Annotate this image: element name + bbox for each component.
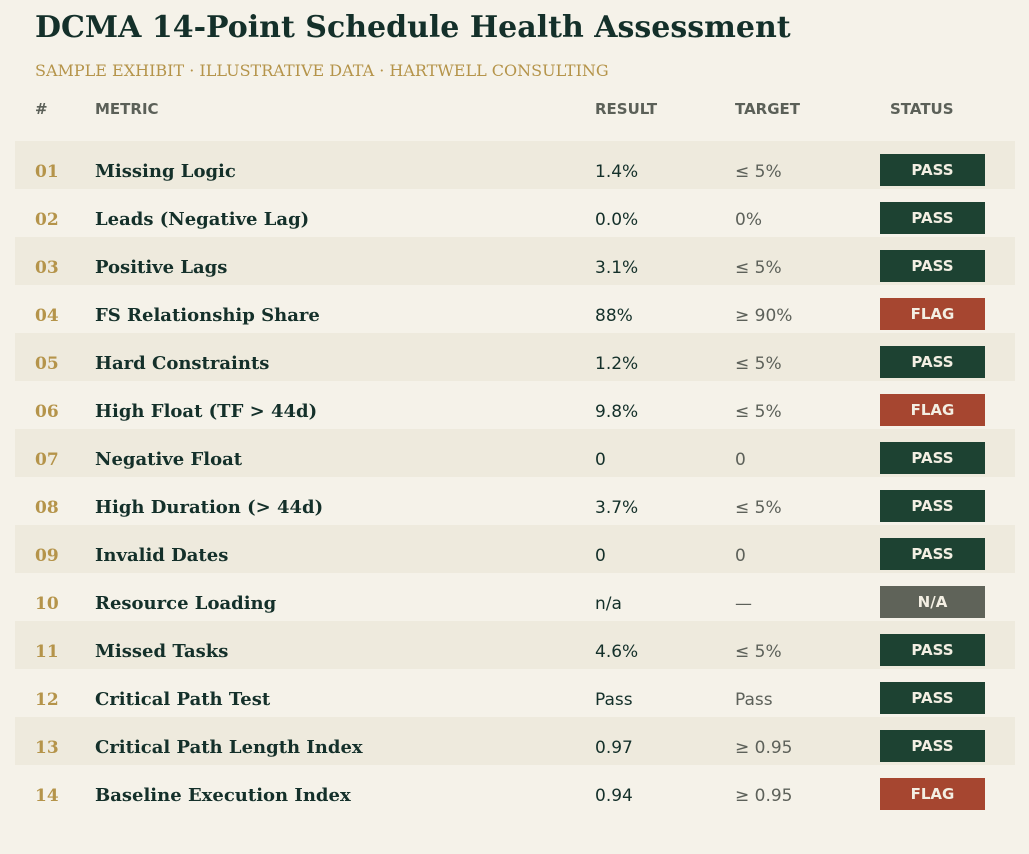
metric-name: Missing Logic [95, 161, 236, 182]
row-number: 02 [35, 210, 59, 230]
metric-name: Leads (Negative Lag) [95, 209, 310, 230]
metric-name: Invalid Dates [95, 545, 229, 566]
metric-result: 4.6% [595, 642, 639, 662]
metric-target: ≥ 90% [735, 306, 793, 326]
column-header-num: # [35, 100, 48, 118]
table-row: 03 Positive Lags 3.1% ≤ 5% PASS [15, 237, 1015, 285]
metric-name: Positive Lags [95, 257, 228, 278]
metric-result: 0 [595, 450, 606, 470]
metric-name: High Float (TF > 44d) [95, 401, 318, 422]
metric-result: 3.1% [595, 258, 639, 278]
metric-result: 1.4% [595, 162, 639, 182]
table-row: 13 Critical Path Length Index 0.97 ≥ 0.95 PA… [15, 717, 1015, 765]
row-number: 08 [35, 498, 59, 518]
metric-target: Pass [735, 690, 773, 710]
metric-name: Critical Path Test [95, 689, 271, 710]
page-subtitle: SAMPLE EXHIBIT · ILLUSTRATIVE DATA · HAR… [35, 61, 609, 80]
metric-target: ≤ 5% [735, 498, 782, 518]
table-row: 11 Missed Tasks 4.6% ≤ 5% PASS [15, 621, 1015, 669]
status-badge: PASS [880, 730, 985, 762]
metric-result: 0.94 [595, 786, 633, 806]
metric-result: 3.7% [595, 498, 639, 518]
metric-result: Pass [595, 690, 633, 710]
metric-target: ≥ 0.95 [735, 738, 793, 758]
table-row: 12 Critical Path Test Pass Pass PASS [15, 669, 1015, 717]
table-row: 07 Negative Float 0 0 PASS [15, 429, 1015, 477]
metric-result: 1.2% [595, 354, 639, 374]
page-title: DCMA 14-Point Schedule Health Assessment [35, 10, 791, 45]
table-row: 01 Missing Logic 1.4% ≤ 5% PASS [15, 141, 1015, 189]
row-number: 03 [35, 258, 59, 278]
row-number: 14 [35, 786, 59, 806]
row-number: 10 [35, 594, 59, 614]
metric-name: Hard Constraints [95, 353, 270, 374]
metric-target: 0% [735, 210, 762, 230]
column-header-target: TARGET [735, 100, 801, 118]
metric-target: ≥ 0.95 [735, 786, 793, 806]
status-badge: PASS [880, 634, 985, 666]
row-number: 07 [35, 450, 59, 470]
status-badge: FLAG [880, 778, 985, 810]
metric-result: 0.97 [595, 738, 633, 758]
metric-result: 9.8% [595, 402, 639, 422]
table-row: 09 Invalid Dates 0 0 PASS [15, 525, 1015, 573]
metric-target: ≤ 5% [735, 354, 782, 374]
row-number: 09 [35, 546, 59, 566]
table-header: # METRIC RESULT TARGET STATUS [0, 99, 1029, 119]
metrics-table: 01 Missing Logic 1.4% ≤ 5% PASS 02 Leads (Nega… [15, 141, 1015, 813]
table-row: 05 Hard Constraints 1.2% ≤ 5% PASS [15, 333, 1015, 381]
metric-name: Resource Loading [95, 593, 277, 614]
row-number: 06 [35, 402, 59, 422]
metric-result: 88% [595, 306, 633, 326]
metric-result: 0.0% [595, 210, 639, 230]
metric-result: n/a [595, 594, 622, 614]
metric-target: — [735, 594, 752, 614]
metric-name: Negative Float [95, 449, 243, 470]
row-number: 11 [35, 642, 59, 662]
status-badge: FLAG [880, 298, 985, 330]
metric-target: 0 [735, 450, 746, 470]
row-number: 12 [35, 690, 59, 710]
column-header-status: STATUS [890, 100, 954, 118]
metric-target: ≤ 5% [735, 642, 782, 662]
column-header-result: RESULT [595, 100, 658, 118]
status-badge: PASS [880, 154, 985, 186]
status-badge: PASS [880, 250, 985, 282]
table-row: 04 FS Relationship Share 88% ≥ 90% FLAG [15, 285, 1015, 333]
metric-target: 0 [735, 546, 746, 566]
status-badge: PASS [880, 490, 985, 522]
metric-name: Critical Path Length Index [95, 737, 363, 758]
metric-name: High Duration (> 44d) [95, 497, 324, 518]
status-badge: PASS [880, 538, 985, 570]
row-number: 13 [35, 738, 59, 758]
status-badge: PASS [880, 682, 985, 714]
status-badge: FLAG [880, 394, 985, 426]
status-badge: PASS [880, 346, 985, 378]
table-row: 08 High Duration (> 44d) 3.7% ≤ 5% PASS [15, 477, 1015, 525]
row-number: 01 [35, 162, 59, 182]
table-row: 02 Leads (Negative Lag) 0.0% 0% PASS [15, 189, 1015, 237]
table-row: 14 Baseline Execution Index 0.94 ≥ 0.95 FLAG [15, 765, 1015, 813]
row-number: 05 [35, 354, 59, 374]
metric-result: 0 [595, 546, 606, 566]
table-row: 10 Resource Loading n/a — N/A [15, 573, 1015, 621]
status-badge: PASS [880, 442, 985, 474]
metric-target: ≤ 5% [735, 162, 782, 182]
metric-name: Missed Tasks [95, 641, 229, 662]
row-number: 04 [35, 306, 59, 326]
metric-target: ≤ 5% [735, 258, 782, 278]
column-header-metric: METRIC [95, 100, 159, 118]
metric-name: Baseline Execution Index [95, 785, 351, 806]
metric-name: FS Relationship Share [95, 305, 320, 326]
status-badge: PASS [880, 202, 985, 234]
metric-target: ≤ 5% [735, 402, 782, 422]
status-badge: N/A [880, 586, 985, 618]
table-row: 06 High Float (TF > 44d) 9.8% ≤ 5% FLAG [15, 381, 1015, 429]
